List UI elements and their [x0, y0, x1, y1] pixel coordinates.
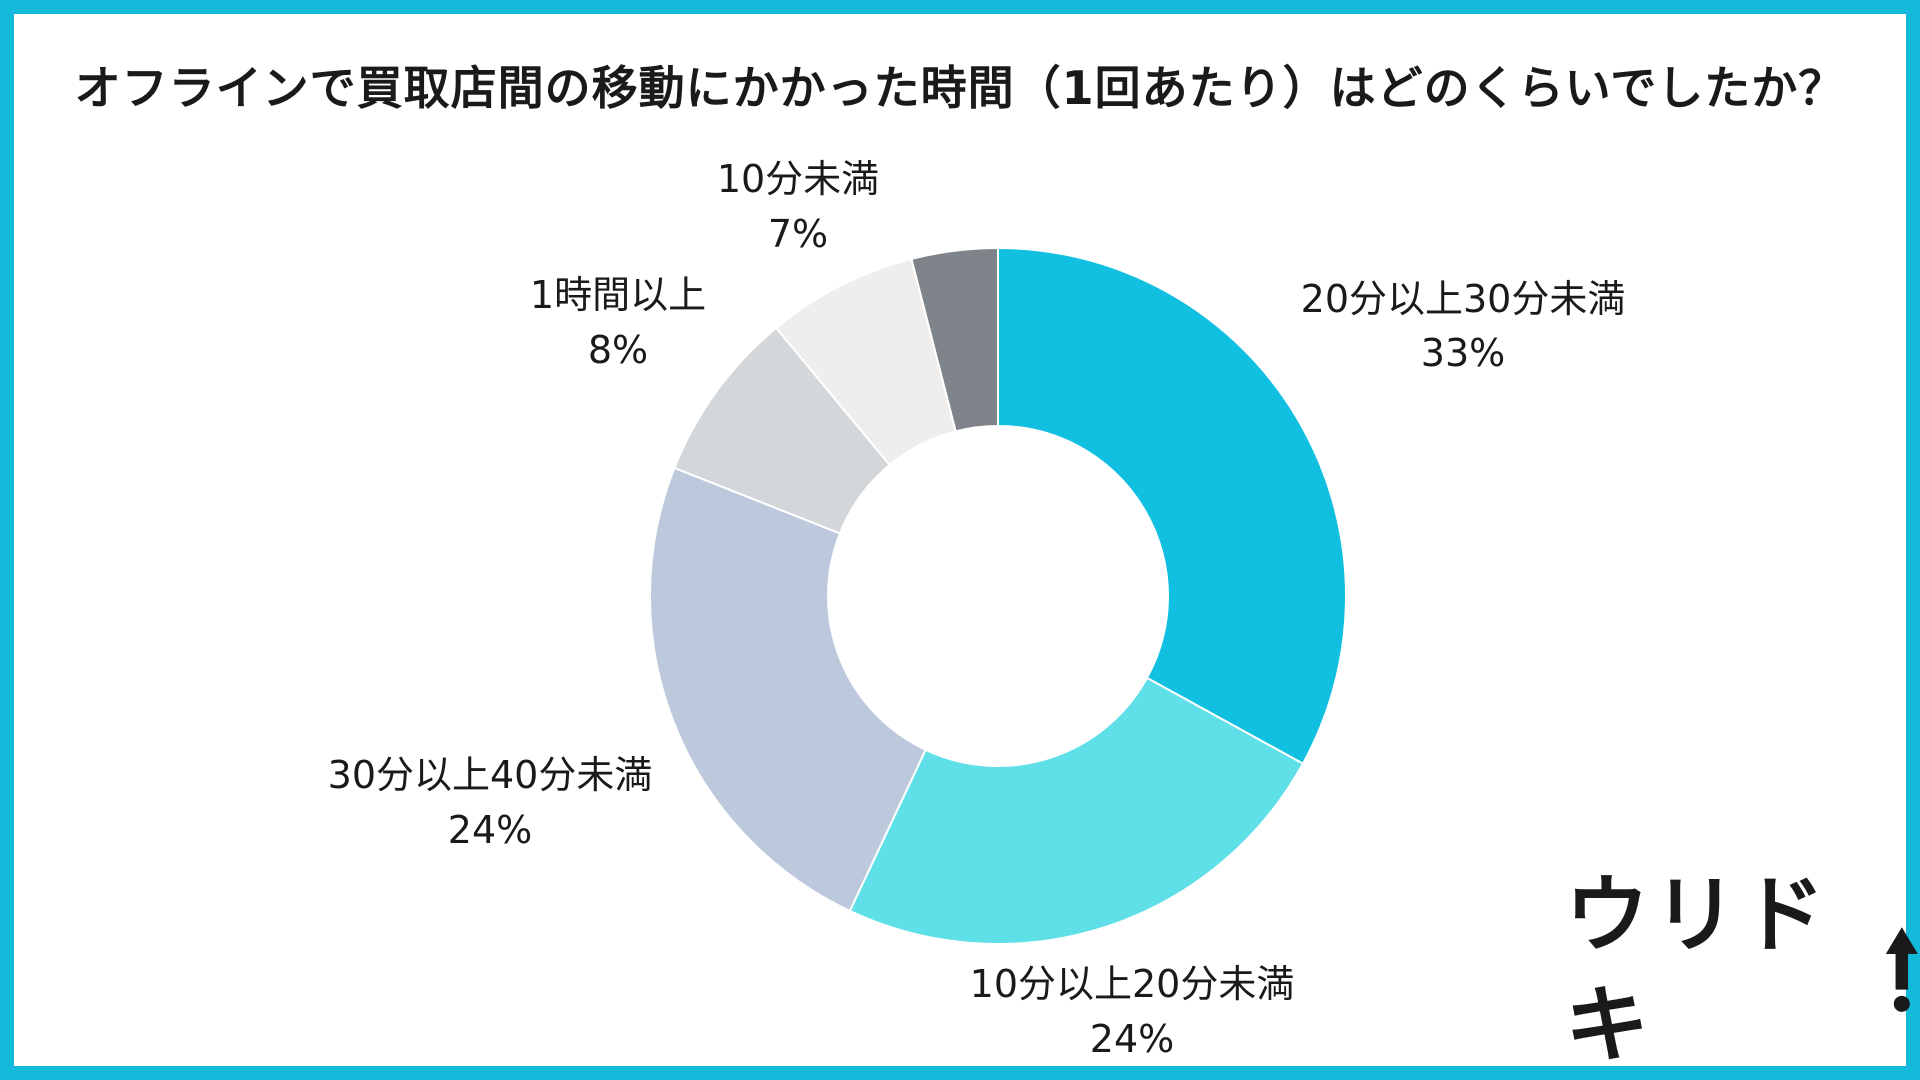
slice-label-value-4: 7%	[768, 212, 828, 256]
logo-text: ウリドキ	[1565, 866, 1830, 1074]
donut-slice-1	[848, 676, 1305, 945]
slice-label-name-3: 1時間以上	[530, 273, 706, 317]
chart-title: オフラインで買取店間の移動にかかった時間（1回あたり）はどのくらいでしたか？	[74, 61, 1846, 115]
slice-label-name-1: 10分以上20分未満	[970, 962, 1295, 1006]
slice-label-name-4: 10分未満	[717, 157, 879, 201]
slice-label-name-2: 30分以上40分未満	[328, 753, 653, 797]
donut-slice-2	[649, 466, 927, 913]
up-arrow-icon	[1886, 927, 1919, 1012]
slice-label-value-1: 24%	[1090, 1017, 1174, 1061]
uridoki-logo: ウリドキ	[1565, 866, 1920, 1074]
donut-slice-0	[997, 246, 1347, 766]
slice-label-value-3: 8%	[588, 328, 648, 372]
slices-group	[649, 246, 1347, 945]
labels-group: 20分以上30分未満 33% 10分以上20分未満 24% 30分以上40分未満…	[328, 157, 1626, 1061]
slice-label-value-2: 24%	[448, 808, 532, 852]
slice-label-name-0: 20分以上30分未満	[1301, 277, 1626, 321]
slice-label-value-0: 33%	[1421, 331, 1505, 375]
donut-slice-5	[910, 246, 999, 433]
